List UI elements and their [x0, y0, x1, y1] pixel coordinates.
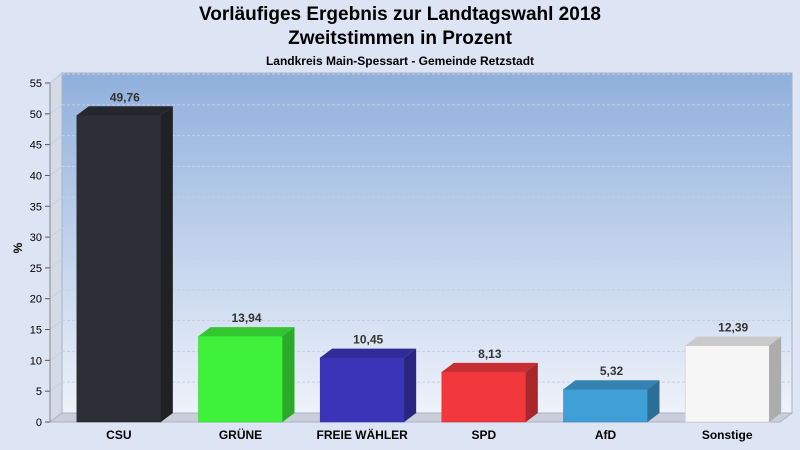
gridline-side [49, 166, 63, 176]
category-label: GRÜNE [219, 427, 262, 442]
gridline-side [49, 227, 63, 238]
bar [319, 357, 405, 423]
bar [76, 115, 162, 423]
bar [441, 371, 527, 423]
bar [684, 345, 770, 423]
bar-side [769, 336, 782, 422]
bar-top [198, 327, 295, 337]
y-tick-label: 30 [30, 232, 42, 244]
y-tick-label: 15 [30, 325, 42, 337]
bar-value-label: 10,45 [353, 333, 383, 347]
plot-back-wall [61, 72, 793, 414]
category-label: SPD [471, 428, 496, 442]
bar-top [320, 348, 417, 358]
bar-side [525, 362, 538, 422]
y-axis-label: % [11, 242, 25, 253]
category-label: AfD [595, 428, 617, 442]
bar [198, 335, 283, 423]
bar-top [76, 106, 173, 116]
gridline-side [49, 381, 63, 392]
y-tick-label: 25 [30, 263, 42, 275]
y-tick-label: 5 [36, 386, 42, 398]
bar-value-label: 49,76 [110, 90, 140, 104]
category-label: FREIE WÄHLER [316, 427, 408, 442]
gridline-side [49, 289, 63, 300]
y-tick-label: 40 [30, 170, 42, 182]
chart-subtitle: Zweitstimmen in Prozent [288, 28, 512, 49]
bar-side [282, 327, 295, 422]
category-label: CSU [106, 428, 131, 442]
category-label: Sonstige [702, 428, 753, 442]
chart-caption: Landkreis Main-Spessart - Gemeinde Retzs… [265, 54, 535, 68]
y-tick-label: 55 [30, 78, 42, 90]
gridline-side [49, 350, 63, 361]
bar-top [563, 380, 660, 390]
y-tick-label: 10 [30, 355, 42, 367]
gridline-side [49, 135, 63, 146]
bar-side [160, 106, 173, 422]
y-tick-label: 45 [30, 140, 42, 152]
bar-value-label: 5,32 [600, 364, 624, 378]
bar-side [647, 380, 660, 422]
gridline-side [49, 73, 63, 84]
gridline-side [49, 320, 63, 330]
bar-top [685, 336, 782, 346]
bar-side [404, 348, 417, 422]
bar-value-label: 13,94 [231, 311, 261, 325]
gridline-side [49, 258, 63, 269]
gridline-side [49, 104, 63, 115]
y-tick-label: 50 [30, 109, 42, 121]
bar-value-label: 8,13 [478, 347, 502, 361]
bar-value-label: 12,39 [718, 321, 748, 335]
chart-title: Vorläufiges Ergebnis zur Landtagswahl 20… [199, 4, 601, 25]
plot-side-wall [49, 71, 63, 423]
y-tick-label: 0 [36, 417, 42, 429]
bar [563, 388, 648, 423]
gridline-side [49, 196, 63, 207]
y-tick-label: 35 [30, 201, 42, 213]
y-tick-label: 20 [30, 294, 42, 306]
bar-top [441, 362, 538, 372]
